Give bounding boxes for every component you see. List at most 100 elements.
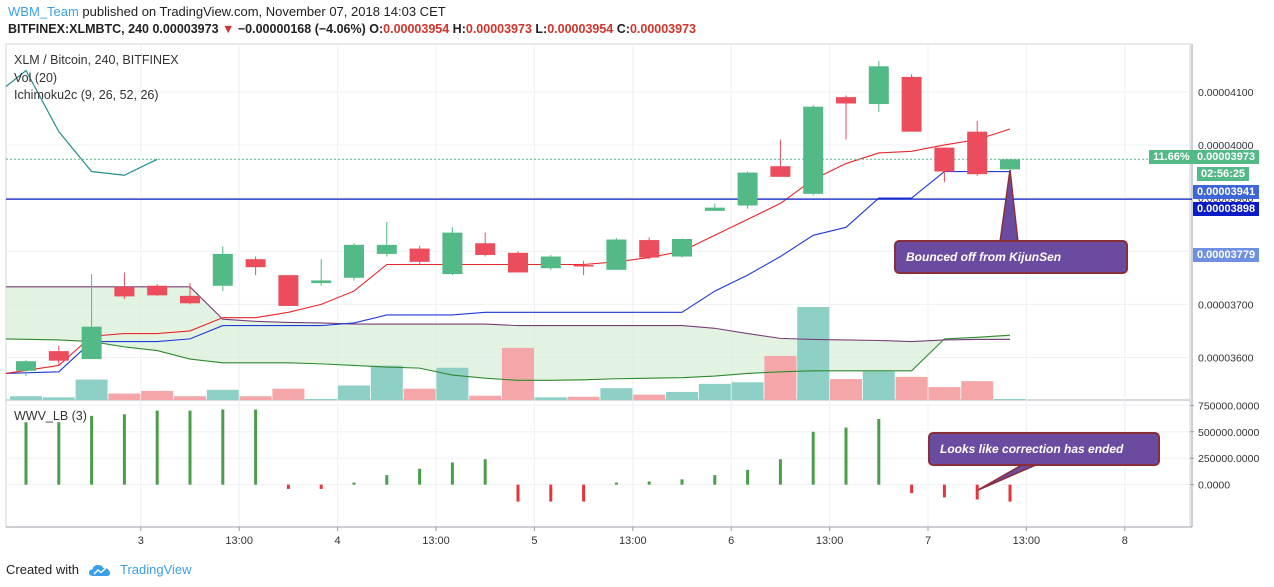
volume-bar bbox=[42, 397, 75, 400]
created-with-text: Created with bbox=[6, 562, 79, 577]
wwv-bar bbox=[385, 475, 389, 485]
volume-bar bbox=[994, 398, 1026, 400]
wwv-bar bbox=[844, 427, 848, 485]
volume-bar bbox=[272, 388, 305, 400]
candle-up bbox=[311, 280, 332, 284]
volume-bar bbox=[961, 381, 994, 400]
symbol-line: BITFINEX:XLMBTC, 240 bbox=[8, 22, 149, 36]
candle-down bbox=[573, 265, 594, 267]
volume-bar bbox=[174, 396, 206, 400]
candle-down bbox=[770, 166, 791, 177]
low-label: L: bbox=[535, 22, 548, 36]
ichimoku-cloud bbox=[6, 286, 1010, 381]
kijun-sen-line bbox=[5, 170, 1010, 374]
volume-bar bbox=[797, 307, 830, 400]
volume-bar bbox=[305, 398, 338, 400]
wwv-bar bbox=[516, 484, 520, 502]
wwv-bar bbox=[942, 484, 946, 498]
candle-down bbox=[180, 295, 200, 304]
volume-bar bbox=[502, 347, 534, 400]
wwv-bar bbox=[352, 482, 356, 485]
wwv-bar bbox=[90, 415, 94, 485]
volume-bar bbox=[403, 388, 436, 400]
wwv-bar bbox=[221, 409, 225, 485]
time-tick-label: 13:00 bbox=[1013, 535, 1041, 547]
candle-up bbox=[868, 66, 889, 105]
volume-bar bbox=[338, 385, 370, 400]
wwv-bar bbox=[680, 479, 684, 485]
ichimoku-legend[interactable]: Ichimoku2c (9, 26, 52, 26) bbox=[14, 88, 159, 102]
volume-bar bbox=[928, 387, 961, 400]
volume-bar bbox=[895, 376, 928, 400]
wwv-bar bbox=[549, 484, 553, 502]
change-down-icon: ▼ bbox=[222, 22, 235, 36]
candle-up bbox=[540, 256, 561, 269]
chart-title: XLM / Bitcoin, 240, BITFINEX bbox=[14, 53, 179, 67]
tenkan-price-label: 0.00003941 bbox=[1193, 185, 1260, 199]
candle-up bbox=[704, 207, 725, 211]
wwv-bar bbox=[811, 431, 815, 485]
volume-legend[interactable]: Vol (20) bbox=[14, 71, 58, 85]
time-tick-label: 5 bbox=[531, 535, 537, 547]
low-value: 0.00003954 bbox=[547, 22, 614, 36]
time-tick-label: 13:00 bbox=[816, 535, 844, 547]
price-tick-label: 0.00003700 bbox=[1198, 299, 1254, 311]
candle-up bbox=[81, 326, 102, 360]
percent-change-label: 11.66% bbox=[1149, 150, 1194, 164]
volume-bar bbox=[108, 393, 141, 400]
volume-bar bbox=[75, 379, 108, 400]
time-tick-label: 13:00 bbox=[225, 535, 253, 547]
volume-bar bbox=[731, 382, 764, 400]
candle-up bbox=[16, 361, 36, 371]
volume-bar bbox=[764, 355, 797, 400]
wwv-bar bbox=[483, 459, 487, 485]
last-price: 0.00003973 bbox=[152, 22, 219, 36]
wwv-bar bbox=[910, 484, 914, 494]
osc-tick-label: 250000.0000 bbox=[1198, 453, 1259, 465]
time-tick-label: 4 bbox=[335, 535, 341, 547]
candle-down bbox=[147, 285, 168, 296]
publisher-line: WBM_Team published on TradingView.com, N… bbox=[8, 4, 446, 19]
wwv-bar bbox=[155, 410, 159, 485]
wwv-bar bbox=[286, 484, 290, 489]
volume-bar bbox=[698, 383, 731, 400]
volume-bar bbox=[534, 397, 567, 400]
wwv-bar bbox=[614, 482, 618, 485]
time-tick-label: 7 bbox=[925, 535, 931, 547]
candle-down bbox=[639, 240, 660, 258]
volume-bar bbox=[141, 390, 174, 400]
high-value: 0.00003973 bbox=[465, 22, 532, 36]
correction-callout[interactable]: Looks like correction has ended bbox=[928, 432, 1160, 466]
wwv-bar bbox=[319, 484, 323, 489]
author-link[interactable]: WBM_Team bbox=[8, 4, 79, 19]
osc-tick-label: 0.0000 bbox=[1198, 480, 1230, 492]
published-text: published on TradingView.com, November 0… bbox=[82, 4, 446, 19]
volume-bar bbox=[567, 396, 600, 400]
candle-down bbox=[278, 275, 299, 306]
volume-bar bbox=[666, 391, 698, 400]
wwv-bar bbox=[647, 481, 651, 485]
osc-tick-label: 750000.0000 bbox=[1198, 400, 1259, 412]
candle-down bbox=[475, 243, 496, 255]
candle-up bbox=[442, 232, 463, 275]
hline-price-label: 0.00003898 bbox=[1193, 202, 1260, 216]
candle-down bbox=[245, 259, 266, 268]
volume-bar bbox=[206, 389, 239, 400]
volume-bar bbox=[600, 388, 633, 400]
senkou-span-a-line bbox=[5, 334, 1011, 381]
volume-bar bbox=[862, 371, 895, 400]
wwv-bar bbox=[778, 459, 782, 485]
tradingview-link[interactable]: TradingView bbox=[120, 562, 192, 577]
kijun-bounce-callout[interactable]: Bounced off from KijunSen bbox=[894, 240, 1128, 274]
footer: Created with TradingView bbox=[6, 562, 192, 577]
volume-bar bbox=[10, 396, 42, 400]
volume-bar bbox=[239, 396, 272, 400]
wwv-bar bbox=[122, 414, 126, 485]
candle-down bbox=[836, 97, 856, 104]
price-tick-label: 0.00004000 bbox=[1198, 140, 1254, 152]
high-label: H: bbox=[452, 22, 466, 36]
wwv-bar bbox=[24, 422, 28, 485]
wwv-legend[interactable]: WWV_LB (3) bbox=[14, 409, 87, 423]
tradingview-cloud-icon bbox=[88, 565, 110, 577]
